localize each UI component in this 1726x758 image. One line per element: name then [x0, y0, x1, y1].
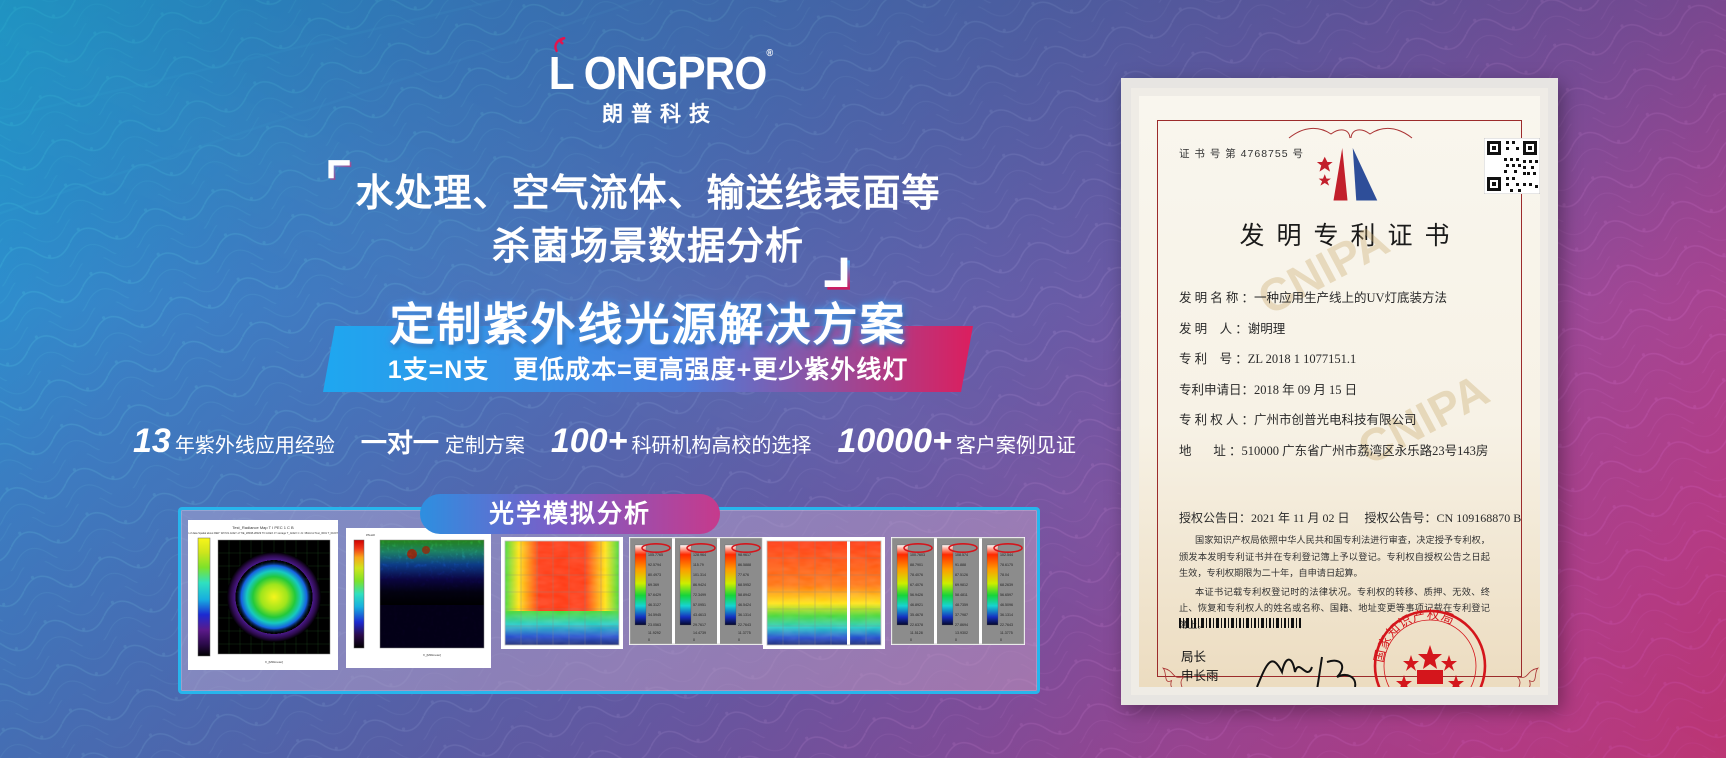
svg-text:X_[Millimeter]: X_[Millimeter] — [265, 660, 283, 664]
svg-text:91.888: 91.888 — [955, 563, 966, 567]
svg-text:56.9426: 56.9426 — [910, 593, 923, 597]
svg-text:128.964: 128.964 — [693, 553, 706, 557]
svg-text:#Test#: #Test# — [366, 533, 375, 537]
svg-text:11.3775: 11.3775 — [1000, 631, 1013, 635]
svg-text:115.79: 115.79 — [693, 563, 704, 567]
svg-text:23.0563: 23.0563 — [648, 623, 661, 627]
svg-text:0: 0 — [910, 638, 912, 642]
svg-text:29.7617: 29.7617 — [693, 623, 706, 627]
svg-text:0: 0 — [955, 638, 957, 642]
svg-text:67.4076: 67.4076 — [910, 583, 923, 587]
svg-text:92.5794: 92.5794 — [648, 563, 661, 567]
svg-text:out of data Spatial about REF": out of data Spatial about REF" W/7/21.AC… — [188, 531, 338, 535]
svg-text:58.8942: 58.8942 — [738, 593, 751, 597]
svg-text:0: 0 — [693, 638, 695, 642]
svg-text:X_[Millimeter]: X_[Millimeter] — [423, 653, 441, 657]
svg-text:22.7643: 22.7643 — [1000, 623, 1013, 627]
svg-text:88.7901: 88.7901 — [910, 563, 923, 567]
svg-text:国家知识产权局: 国家知识产权局 — [1372, 607, 1457, 664]
svg-text:Test_Radiance Map T I PEC 1 C: Test_Radiance Map T I PEC 1 C B — [232, 525, 294, 530]
svg-text:69.369: 69.369 — [648, 583, 659, 587]
svg-text:78.4076: 78.4076 — [910, 573, 923, 577]
svg-text:58.4811: 58.4811 — [955, 593, 968, 597]
svg-text:35.4678: 35.4678 — [910, 613, 923, 617]
svg-text:46.3127: 46.3127 — [648, 603, 661, 607]
svg-text:69.9812: 69.9812 — [955, 583, 968, 587]
svg-text:87.5126: 87.5126 — [955, 573, 968, 577]
svg-text:0: 0 — [738, 638, 740, 642]
svg-text:68.5952: 68.5952 — [738, 583, 751, 587]
svg-text:22.6378: 22.6378 — [910, 623, 923, 627]
svg-text:37.7987: 37.7987 — [955, 613, 968, 617]
svg-text:36.1314: 36.1314 — [1000, 613, 1013, 617]
svg-text:86.9424: 86.9424 — [693, 583, 706, 587]
svg-text:108.574: 108.574 — [955, 553, 968, 557]
svg-text:102.544: 102.544 — [1000, 553, 1013, 557]
svg-text:56.6597: 56.6597 — [1000, 593, 1013, 597]
svg-text:105.7765: 105.7765 — [648, 553, 663, 557]
svg-text:78.04: 78.04 — [1000, 573, 1009, 577]
svg-text:72.3499: 72.3499 — [693, 593, 706, 597]
svg-text:100.7603: 100.7603 — [910, 553, 925, 557]
svg-text:68.2639: 68.2639 — [1000, 583, 1013, 587]
svg-text:22.7643: 22.7643 — [738, 623, 751, 627]
svg-text:46.5096: 46.5096 — [1000, 603, 1013, 607]
svg-text:34.5945: 34.5945 — [648, 613, 661, 617]
svg-text:27.8694: 27.8694 — [955, 623, 968, 627]
svg-text:48.7359: 48.7359 — [955, 603, 968, 607]
svg-text:78.6175: 78.6175 — [1000, 563, 1013, 567]
svg-text:77.676: 77.676 — [738, 573, 749, 577]
svg-text:36.1314: 36.1314 — [738, 613, 751, 617]
svg-text:57.6429: 57.6429 — [648, 593, 661, 597]
svg-text:101.314: 101.314 — [693, 573, 706, 577]
svg-text:86.5888: 86.5888 — [738, 563, 751, 567]
svg-text:98.9617: 98.9617 — [738, 553, 751, 557]
svg-text:0: 0 — [1000, 638, 1002, 642]
svg-text:46.8921: 46.8921 — [910, 603, 923, 607]
svg-text:11.9292: 11.9292 — [648, 631, 661, 635]
svg-text:43.4613: 43.4613 — [693, 613, 706, 617]
svg-text:11.5128: 11.5128 — [910, 631, 923, 635]
svg-text:57.0951: 57.0951 — [693, 603, 706, 607]
svg-text:46.5424: 46.5424 — [738, 603, 751, 607]
svg-text:80.4973: 80.4973 — [648, 573, 661, 577]
svg-text:13.9302: 13.9302 — [955, 631, 968, 635]
svg-text:0: 0 — [648, 638, 650, 642]
svg-text:14.4739: 14.4739 — [693, 631, 706, 635]
svg-text:11.3775: 11.3775 — [738, 631, 751, 635]
